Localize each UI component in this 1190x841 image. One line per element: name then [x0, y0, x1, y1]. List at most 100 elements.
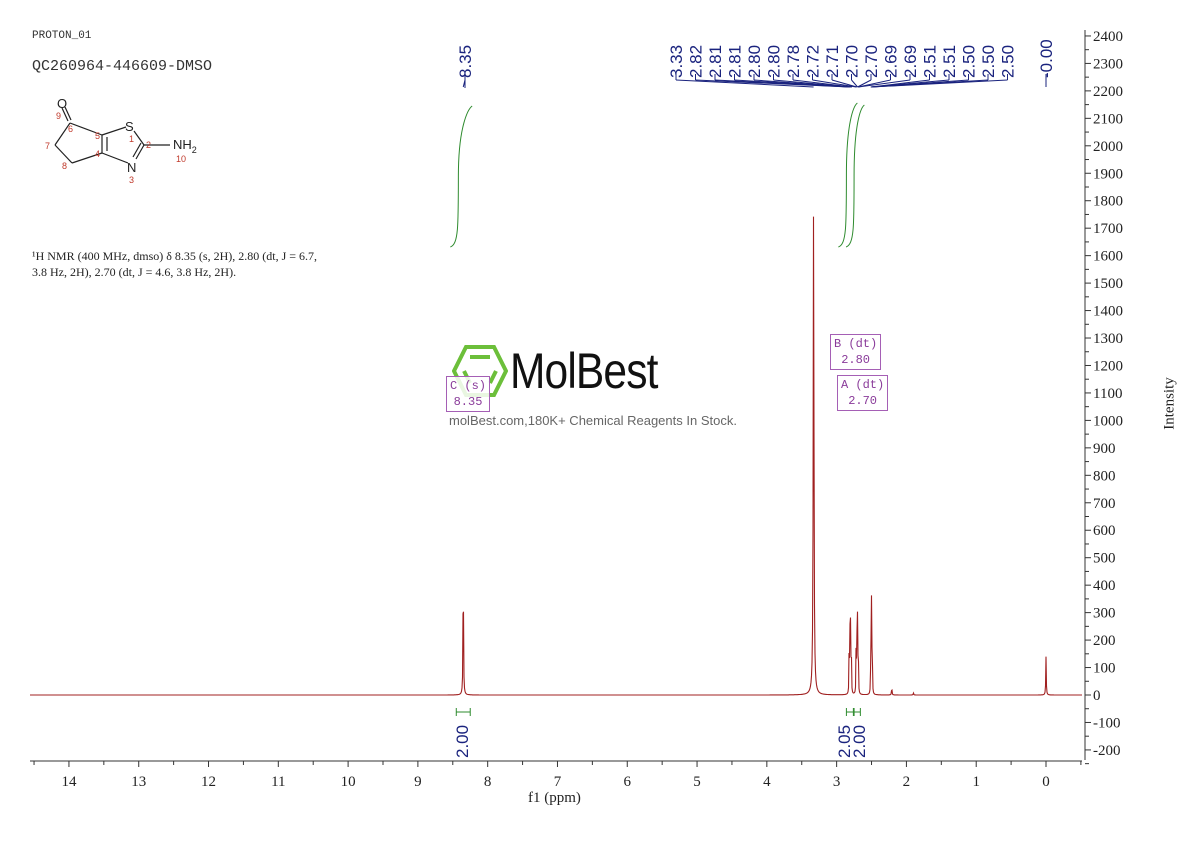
multiplet-box-b: B (dt) 2.80: [830, 334, 882, 370]
y-tick-label: 700: [1093, 496, 1116, 512]
peak-label: 3.33: [667, 45, 814, 88]
x-tick-label: 14: [61, 774, 77, 790]
svg-text:2.70: 2.70: [843, 45, 862, 78]
y-tick-label: 2400: [1093, 29, 1123, 45]
integral-value: 2.05: [835, 725, 854, 758]
peak-label: 2.80: [765, 45, 851, 88]
y-tick-label: 1100: [1093, 386, 1122, 402]
svg-text:6: 6: [68, 124, 73, 134]
svg-text:2.70: 2.70: [862, 45, 881, 78]
y-tick-label: 1400: [1093, 304, 1123, 320]
svg-text:2.50: 2.50: [979, 45, 998, 78]
chemical-structure: O S N NH2 1 2 3 4 5 6 7 8 9 10: [45, 96, 197, 185]
peak-label: 2.69: [858, 45, 920, 88]
sample-id: QC260964-446609-DMSO: [32, 58, 213, 75]
svg-text:7: 7: [45, 141, 50, 151]
y-tick-label: 1500: [1093, 276, 1123, 292]
svg-text:2.81: 2.81: [726, 45, 745, 78]
svg-text:4: 4: [95, 149, 100, 159]
x-tick-label: 6: [624, 774, 632, 790]
svg-text:1: 1: [129, 134, 134, 144]
y-tick-label: 800: [1093, 468, 1116, 484]
svg-text:9: 9: [56, 111, 61, 121]
x-tick-label: 0: [1042, 774, 1050, 790]
y-tick-label: 2100: [1093, 111, 1123, 127]
y-tick-label: 1800: [1093, 194, 1123, 210]
x-tick-label: 11: [271, 774, 285, 790]
y-tick-label: 100: [1093, 661, 1116, 677]
x-tick-label: 3: [833, 774, 841, 790]
y-tick-label: 400: [1093, 578, 1116, 594]
x-tick-label: 12: [201, 774, 216, 790]
svg-text:2.69: 2.69: [882, 45, 901, 78]
svg-text:2.78: 2.78: [784, 45, 803, 78]
x-tick-label: 8: [484, 774, 492, 790]
x-tick-label: 9: [414, 774, 422, 790]
svg-text:8: 8: [62, 161, 67, 171]
x-axis: 14 13 12 11 10 9 8 7 6 5 4 3 2 1 0: [30, 760, 1082, 790]
nmr-description-line1: ¹H NMR (400 MHz, dmso) δ 8.35 (s, 2H), 2…: [32, 249, 318, 263]
svg-text:2.80: 2.80: [745, 45, 764, 78]
y-axis: 2400 2300 2200 2100 2000 1900 1800 1700 1600 1500…: [1084, 29, 1123, 765]
y-tick-label: -100: [1093, 715, 1121, 731]
peak-label: 2.50: [871, 45, 1018, 88]
y-tick-label: 1200: [1093, 358, 1123, 374]
y-tick-label: 900: [1093, 441, 1116, 457]
y-tick-label: 2300: [1093, 56, 1123, 72]
svg-text:3.33: 3.33: [667, 45, 686, 78]
integral-curves: 2.00 2.052.00: [450, 102, 869, 758]
svg-text:2.72: 2.72: [804, 45, 823, 78]
experiment-name: PROTON_01: [32, 30, 92, 42]
svg-text:2.51: 2.51: [940, 45, 959, 78]
peak-label: 2.71: [823, 45, 858, 88]
y-tick-label: 1700: [1093, 221, 1123, 237]
multiplet-box-c: C (s) 8.35: [446, 376, 491, 412]
svg-text:2.71: 2.71: [823, 45, 842, 78]
peak-label: 2.72: [804, 45, 857, 88]
x-tick-label: 5: [693, 774, 701, 790]
atom-N: N: [127, 160, 136, 175]
y-tick-label: 1600: [1093, 249, 1123, 265]
peak-label: 2.78: [784, 45, 853, 88]
x-axis-label: f1 (ppm): [528, 790, 581, 806]
atom-O: O: [57, 96, 67, 111]
svg-text:2.51: 2.51: [921, 45, 940, 78]
svg-text:5: 5: [95, 131, 100, 141]
x-tick-label: 10: [341, 774, 356, 790]
multiplet-box-a: A (dt) 2.70: [837, 375, 889, 411]
y-tick-label: 2200: [1093, 84, 1123, 100]
x-tick-label: 2: [903, 774, 911, 790]
nmr-description-line2: 3.8 Hz, 2H), 2.70 (dt, J = 4.6, 3.8 Hz, …: [32, 265, 237, 279]
y-tick-label: 300: [1093, 606, 1116, 622]
peak-label: 2.70: [857, 45, 881, 88]
svg-text:2.50: 2.50: [999, 45, 1018, 78]
peak-labels: 8.35 3.33 2.82 2.81 2.81 2.80 2.80 2.78 2.72 2.71…: [456, 39, 1056, 88]
svg-text:2: 2: [146, 140, 151, 150]
svg-text:2.50: 2.50: [960, 45, 979, 78]
svg-text:2.82: 2.82: [687, 45, 706, 78]
svg-text:2.81: 2.81: [706, 45, 725, 78]
peak-label: -0.00: [1037, 39, 1056, 87]
watermark-tagline: molBest.com,180K+ Chemical Reagents In S…: [449, 413, 737, 428]
integral-value: 2.00: [453, 725, 472, 758]
peak-label: 2.70: [843, 45, 862, 88]
y-tick-label: 600: [1093, 523, 1116, 539]
x-tick-label: 4: [763, 774, 771, 790]
y-tick-label: -200: [1093, 743, 1121, 759]
y-tick-label: 1900: [1093, 166, 1123, 182]
svg-text:10: 10: [176, 154, 186, 164]
svg-text:2.69: 2.69: [901, 45, 920, 78]
y-tick-label: 2000: [1093, 139, 1123, 155]
y-tick-label: 0: [1093, 688, 1101, 704]
x-tick-label: 1: [972, 774, 980, 790]
svg-text:-0.00: -0.00: [1037, 39, 1056, 78]
svg-text:2.80: 2.80: [765, 45, 784, 78]
y-tick-label: 500: [1093, 551, 1116, 567]
y-tick-label: 1300: [1093, 331, 1123, 347]
watermark-brand: MolBest: [510, 343, 658, 399]
atom-S: S: [125, 119, 134, 134]
spectrum-trace: [30, 216, 1082, 696]
svg-text:8.35: 8.35: [456, 45, 475, 78]
x-tick-label: 13: [131, 774, 146, 790]
